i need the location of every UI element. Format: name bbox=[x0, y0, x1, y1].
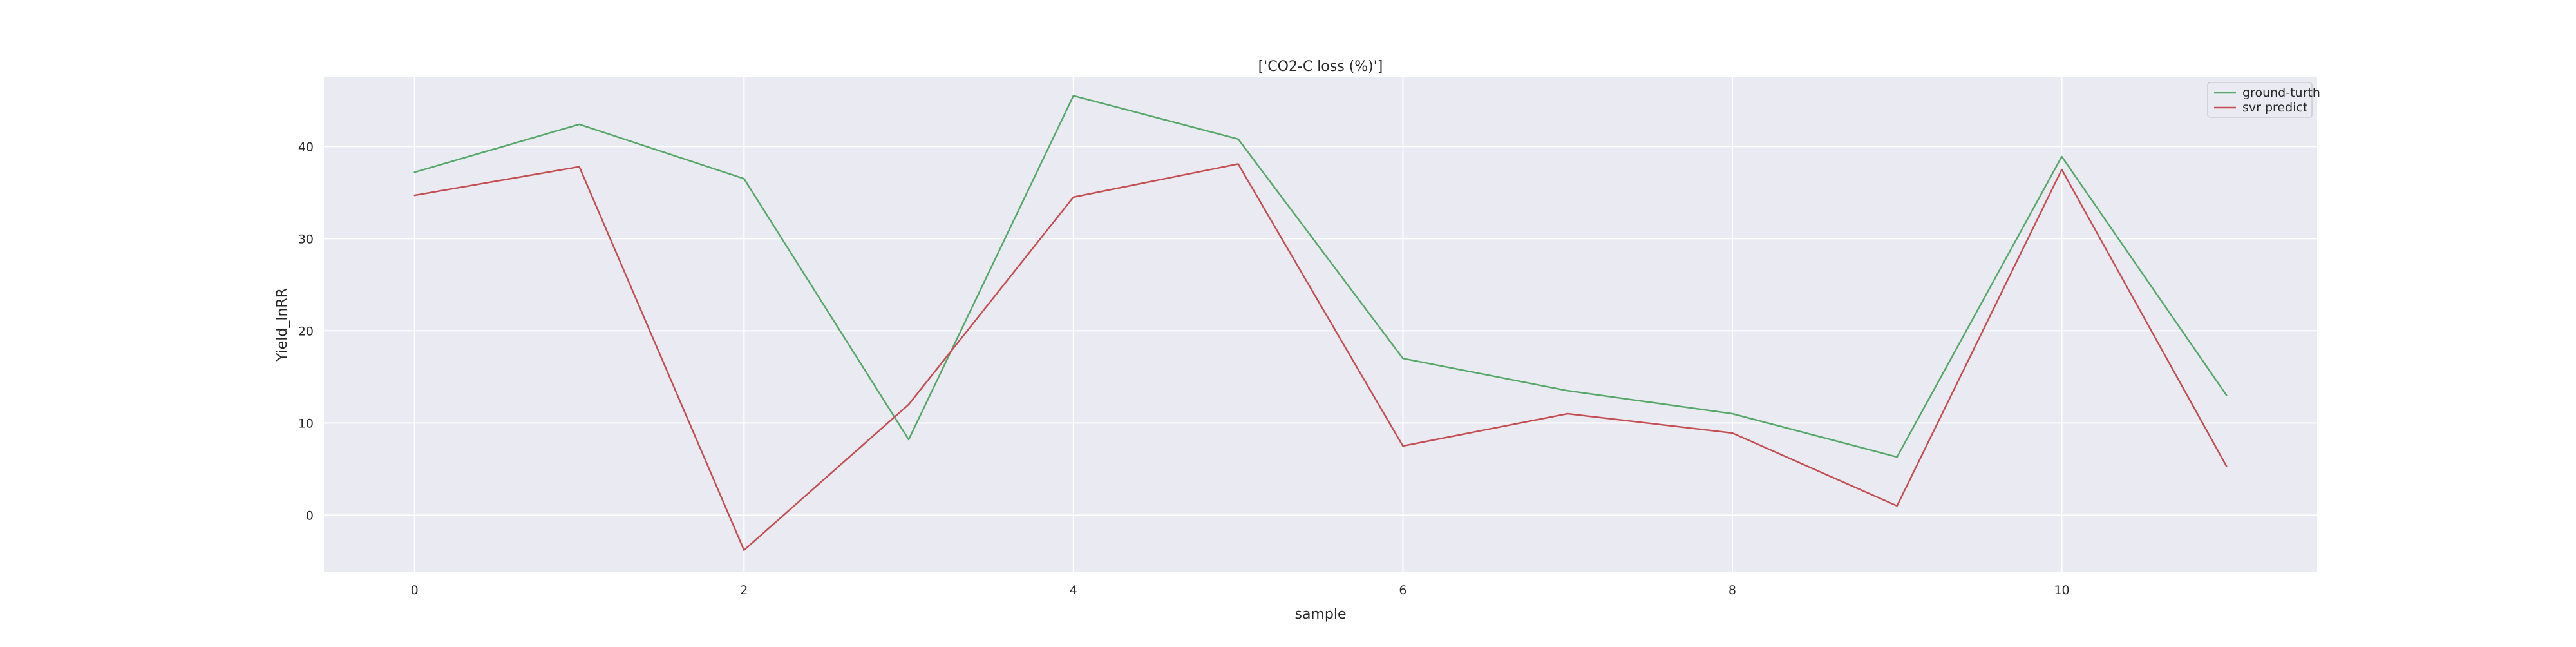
x-tick-label: 0 bbox=[411, 583, 419, 597]
y-axis-label: Yield_lnRR bbox=[274, 288, 290, 362]
y-tick-label: 30 bbox=[298, 232, 314, 246]
legend-entry: ground-turth bbox=[2242, 86, 2320, 100]
y-tick-label: 10 bbox=[298, 416, 314, 430]
x-tick-label: 4 bbox=[1070, 583, 1077, 597]
x-tick-label: 2 bbox=[740, 583, 748, 597]
x-axis-label: sample bbox=[1295, 606, 1347, 623]
y-tick-label: 0 bbox=[306, 508, 314, 523]
series-line-1 bbox=[413, 163, 2228, 551]
y-tick-label: 40 bbox=[298, 140, 314, 154]
x-tick-label: 10 bbox=[2054, 583, 2069, 597]
series-lines bbox=[413, 95, 2228, 551]
grid-lines bbox=[324, 77, 2317, 572]
plot-area bbox=[324, 77, 2317, 572]
legend-entry: svr predict bbox=[2242, 101, 2307, 115]
y-tick-label: 20 bbox=[298, 324, 314, 338]
x-tick-label: 8 bbox=[1728, 583, 1736, 597]
chart-title: ['CO2-C loss (%)'] bbox=[1258, 59, 1383, 75]
x-tick-label: 6 bbox=[1399, 583, 1406, 597]
series-line-0 bbox=[413, 95, 2228, 458]
legend-frame bbox=[2207, 82, 2313, 118]
tick-labels: 0 2 4 6 8 10 0 10 20 30 40 bbox=[298, 140, 2070, 597]
